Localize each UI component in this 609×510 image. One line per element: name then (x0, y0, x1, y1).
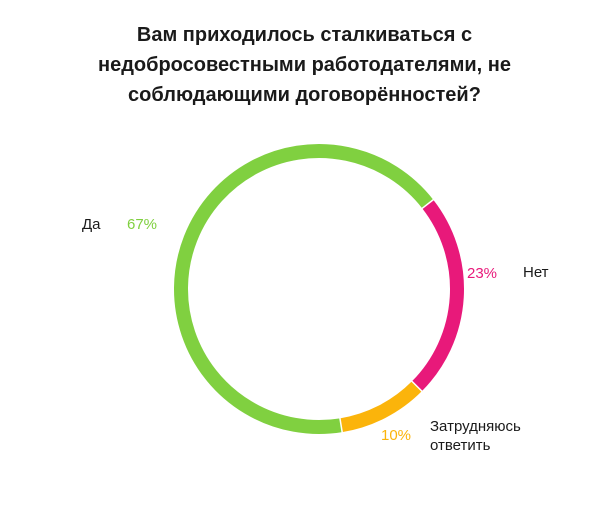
slice-label-zatrudnyayus-line2: ответить (430, 437, 491, 454)
slice-value-net: 23% (467, 265, 497, 282)
slice-label-zatrudnyayus-line1: Затрудняюсь (430, 418, 521, 435)
donut-slice-da (174, 144, 434, 434)
slice-separator (420, 198, 435, 210)
slice-value-da: 67% (127, 216, 157, 233)
slice-separator (410, 380, 424, 393)
chart-title: Вам приходилось сталкиваться с недобросо… (97, 24, 511, 106)
slice-separator (339, 417, 344, 434)
slice-value-zatrudnyayus: 10% (381, 427, 411, 444)
slice-label-da: Да (82, 216, 101, 233)
donut-slice-net (411, 199, 464, 392)
slice-label-net: Нет (523, 264, 549, 281)
donut-ring (174, 144, 464, 434)
donut-slice-zatrudnyayus (339, 381, 422, 433)
